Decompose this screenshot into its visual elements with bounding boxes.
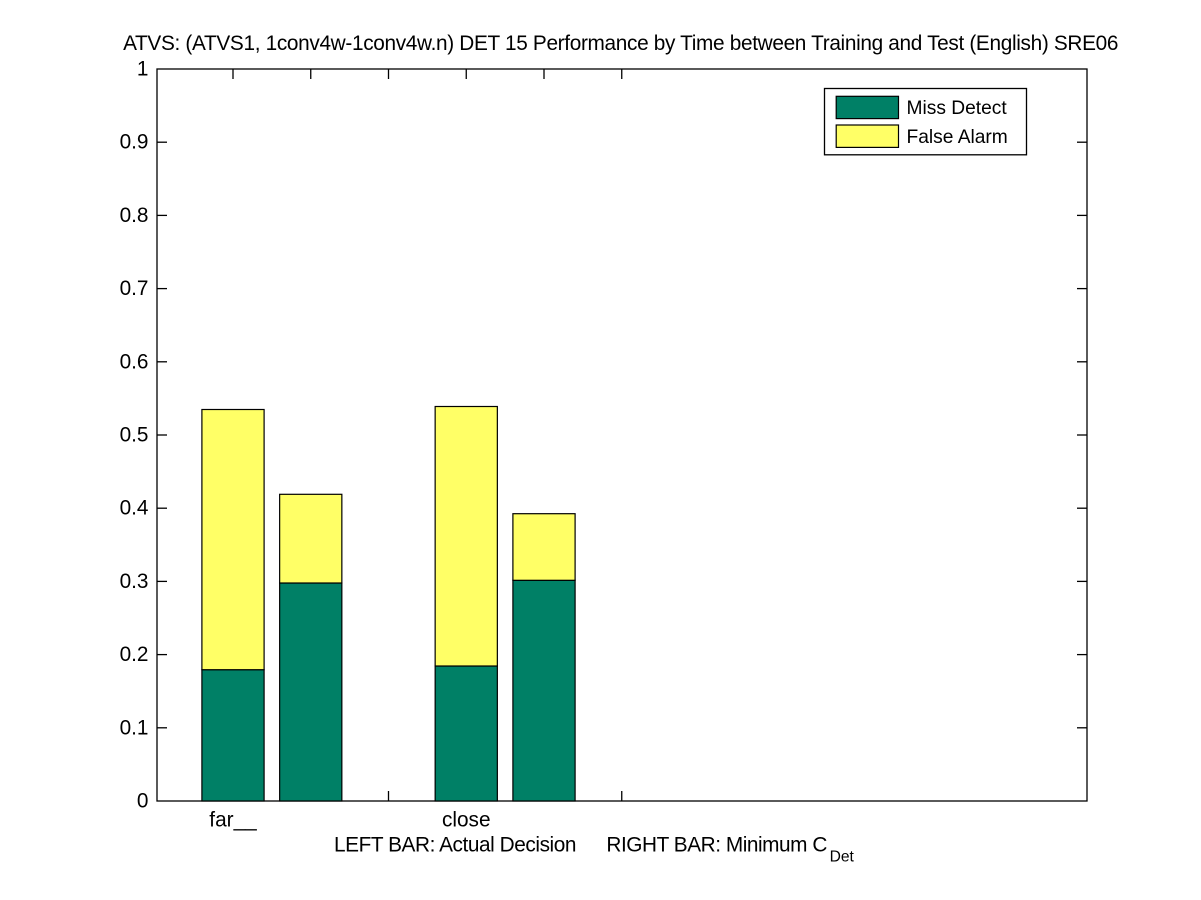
svg-text:0.8: 0.8	[120, 204, 149, 227]
svg-text:close: close	[442, 809, 491, 832]
svg-text:0: 0	[137, 790, 149, 813]
svg-text:Miss Detect: Miss Detect	[907, 98, 1008, 119]
svg-text:0.6: 0.6	[120, 350, 149, 373]
svg-text:0.4: 0.4	[120, 497, 149, 520]
svg-text:ATVS: (ATVS1, 1conv4w-1conv4w.: ATVS: (ATVS1, 1conv4w-1conv4w.n) DET 15 …	[123, 32, 1118, 55]
svg-text:0.5: 0.5	[120, 424, 149, 447]
svg-text:0.9: 0.9	[120, 131, 149, 154]
svg-text:0.2: 0.2	[120, 643, 149, 666]
svg-text:0.1: 0.1	[120, 716, 149, 739]
svg-text:Det: Det	[830, 849, 855, 866]
svg-text:LEFT BAR: Actual Decision: LEFT BAR: Actual Decision	[334, 833, 576, 856]
svg-text:far__: far__	[209, 809, 257, 832]
svg-text:1: 1	[137, 58, 149, 81]
svg-text:RIGHT BAR: Minimum C: RIGHT BAR: Minimum C	[606, 833, 827, 856]
svg-text:0.3: 0.3	[120, 570, 149, 593]
svg-text:False Alarm: False Alarm	[907, 127, 1008, 148]
svg-text:0.7: 0.7	[120, 277, 149, 300]
